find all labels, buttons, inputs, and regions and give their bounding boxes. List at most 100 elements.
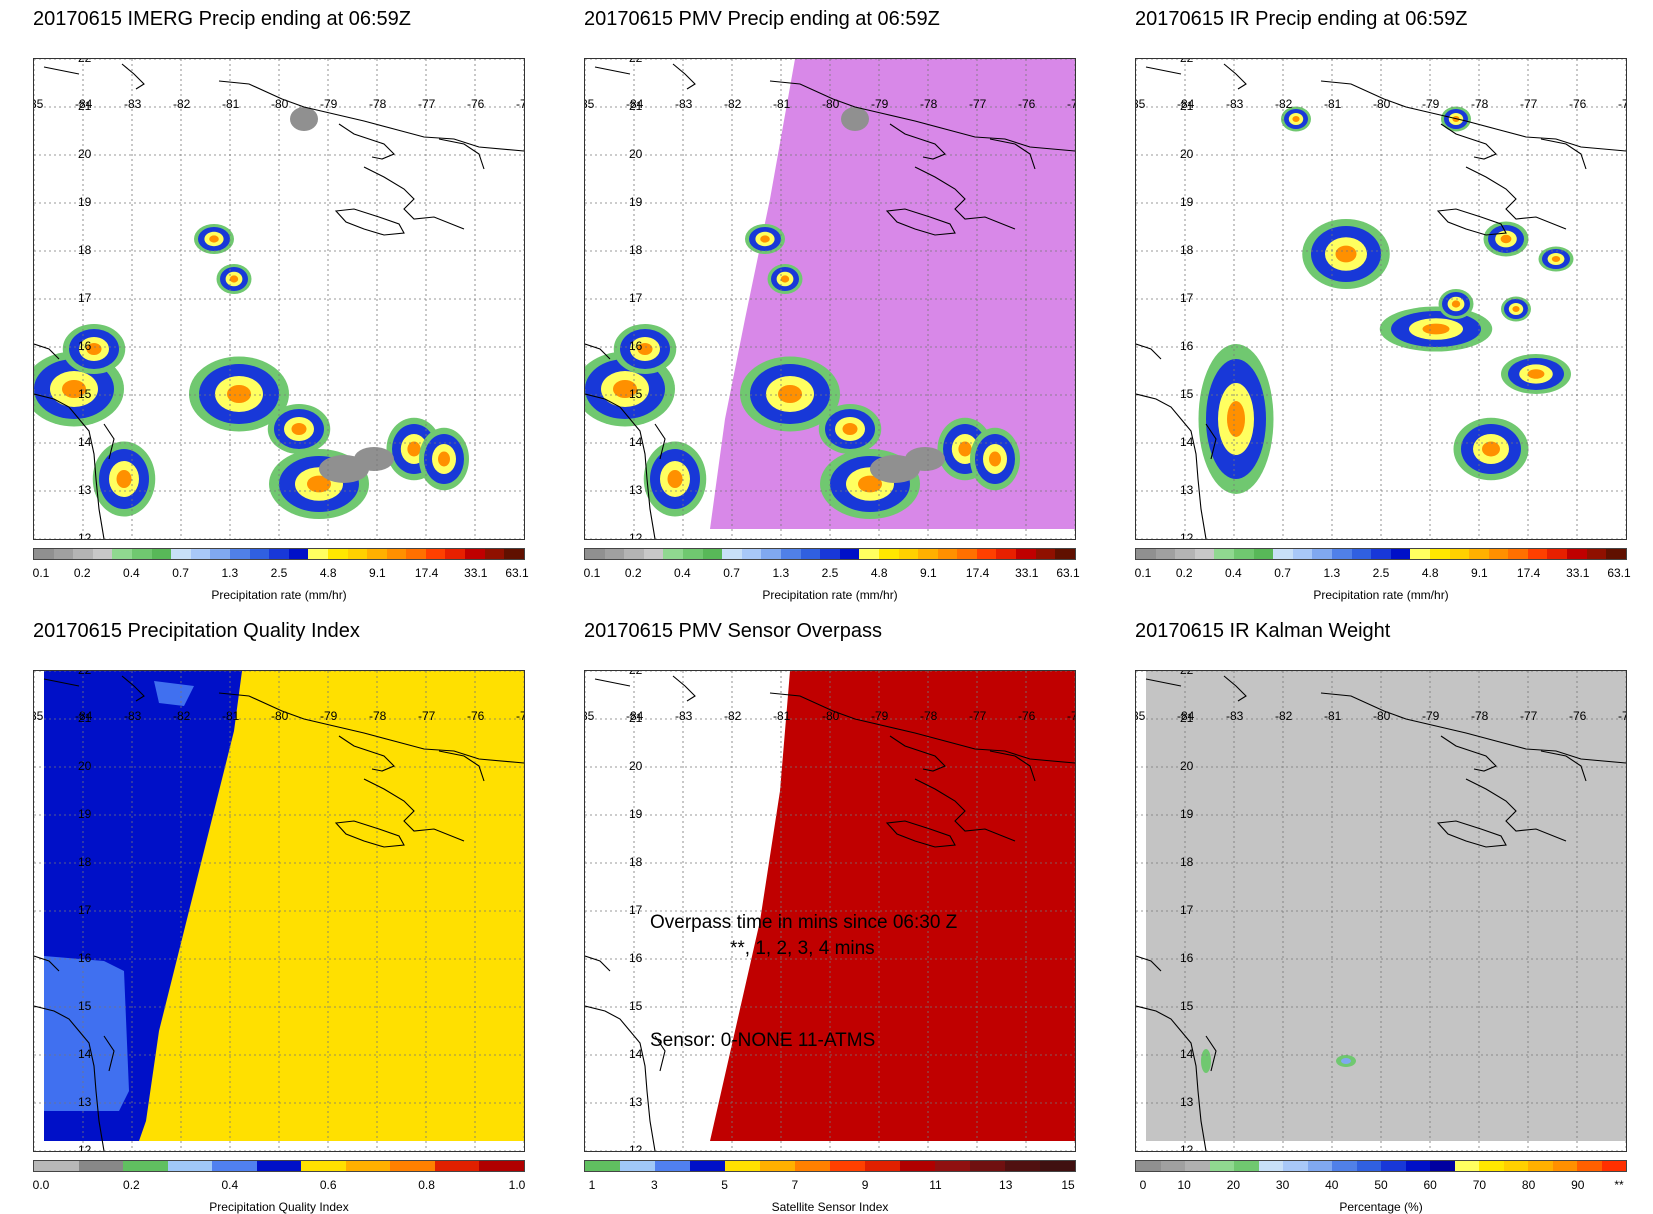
colorbar-swatch xyxy=(722,549,742,559)
colorbar-swatch xyxy=(1136,549,1156,559)
colorbar-tick: 0.2 xyxy=(73,566,91,580)
colorbar-swatch xyxy=(1332,1161,1357,1171)
colorbar-swatch xyxy=(624,549,644,559)
colorbar-swatch xyxy=(327,549,348,559)
colorbar-tick: 63.1 xyxy=(505,566,529,580)
lat-label: 20 xyxy=(78,759,92,773)
colorbar-tick: 0.1 xyxy=(32,566,50,580)
colorbar-swatch xyxy=(347,549,368,559)
colorbar-swatch xyxy=(585,549,605,559)
lat-label: 18 xyxy=(1180,243,1194,257)
colorbar-swatch xyxy=(604,549,625,559)
colorbar-swatch xyxy=(663,549,683,559)
colorbar-swatch xyxy=(918,549,938,559)
panel-imerg-precip: 20170615 IMERG Precip ending at 06:59Z -… xyxy=(32,0,553,602)
lon-label: -79 xyxy=(1422,709,1440,723)
colorbar-tick: 0.4 xyxy=(674,566,691,580)
colorbar-swatch xyxy=(34,1161,79,1171)
colorbar-tick: 0 xyxy=(1139,1178,1147,1192)
lon-label: -79 xyxy=(871,97,889,111)
colorbar-swatch xyxy=(1136,1161,1161,1171)
colorbar-swatch xyxy=(1273,549,1293,559)
colorbar-swatch xyxy=(1155,549,1176,559)
lat-label: 15 xyxy=(629,999,643,1013)
lon-label: -80 xyxy=(1373,709,1391,723)
colorbar-swatch xyxy=(1312,549,1332,559)
panel-ir-precip: 20170615 IR Precip ending at 06:59Z -85-… xyxy=(1134,0,1653,602)
colorbar-swatch xyxy=(1528,1161,1553,1171)
lat-label: 19 xyxy=(629,807,643,821)
colorbar-tick: 33.1 xyxy=(464,566,488,580)
colorbar-swatch xyxy=(1307,1161,1332,1171)
colorbar-swatch xyxy=(406,549,426,559)
colorbar-swatch xyxy=(761,549,781,559)
map-area: -85 -84 -83 -82 -81 -80 -79 -78 -77 -76 -75 22 21 20 1… xyxy=(584,670,1076,1152)
lon-label: -78 xyxy=(369,97,387,111)
lat-label: 17 xyxy=(629,291,643,305)
colorbar-tick: 1.0 xyxy=(508,1178,526,1192)
colorbar-label: Satellite Sensor Index xyxy=(771,1200,889,1214)
colorbar-swatch xyxy=(1606,549,1626,559)
colorbar-tick: 11 xyxy=(929,1178,942,1192)
map-canvas xyxy=(34,59,524,539)
colorbar-swatch xyxy=(288,549,309,559)
lon-label: -75 xyxy=(1618,709,1626,723)
colorbar-swatch xyxy=(256,1161,302,1171)
colorbar-swatch xyxy=(585,1161,620,1171)
colorbar-tick: 90 xyxy=(1571,1178,1585,1192)
colorbar-swatch xyxy=(1160,1161,1185,1171)
lon-label: -85 xyxy=(585,97,595,111)
lon-label: -77 xyxy=(418,709,436,723)
lon-label: -82 xyxy=(1275,97,1293,111)
map-canvas xyxy=(585,59,1075,539)
colorbar-swatch xyxy=(1351,549,1372,559)
lon-label: -84 xyxy=(626,97,644,111)
lat-label: 14 xyxy=(1180,435,1194,449)
panel-title: 20170615 IR Precip ending at 06:59Z xyxy=(1135,8,1468,30)
colorbar-swatch xyxy=(1040,1161,1075,1171)
lat-label: 22 xyxy=(1180,58,1194,65)
colorbar-swatch xyxy=(1055,549,1075,559)
lon-label: -75 xyxy=(1618,97,1626,111)
colorbar-tick: 0.4 xyxy=(123,566,140,580)
lon-label: -80 xyxy=(822,97,840,111)
colorbar-swatch xyxy=(1430,1161,1455,1171)
lat-label: 13 xyxy=(629,1095,643,1109)
colorbar-tick: 3 xyxy=(650,1178,658,1192)
lat-label: 16 xyxy=(1180,339,1194,353)
colorbar-swatch xyxy=(131,549,152,559)
colorbar-swatch xyxy=(859,549,879,559)
lat-label: 15 xyxy=(1180,999,1194,1013)
lon-label: -80 xyxy=(1373,97,1391,111)
lon-label: -85 xyxy=(34,97,44,111)
colorbar-swatch xyxy=(445,549,466,559)
lat-label: 14 xyxy=(629,1047,643,1061)
lat-label: 17 xyxy=(629,903,643,917)
colorbar-tick: 0.1 xyxy=(1134,566,1152,580)
colorbar-swatch xyxy=(212,1161,257,1171)
colorbar-swatch xyxy=(1175,549,1195,559)
lat-label: 19 xyxy=(78,195,92,209)
lat-label: 13 xyxy=(629,483,643,497)
lon-label: -83 xyxy=(124,709,142,723)
colorbar-tick: 70 xyxy=(1472,1178,1487,1192)
lon-label: -84 xyxy=(75,709,93,723)
lat-label: 22 xyxy=(78,58,92,65)
lon-label: -77 xyxy=(969,709,987,723)
lat-label: 20 xyxy=(78,147,92,161)
colorbar-swatch xyxy=(1005,1161,1040,1171)
colorbar-tick: 4.8 xyxy=(1421,566,1439,580)
colorbar-swatch xyxy=(795,1161,830,1171)
lat-label: 17 xyxy=(1180,903,1194,917)
lat-label: 15 xyxy=(629,387,643,401)
lon-label: -81 xyxy=(773,709,791,723)
colorbar-swatch xyxy=(865,1161,900,1171)
lon-label: -84 xyxy=(626,709,644,723)
lat-label: 12 xyxy=(78,531,92,540)
lon-label: -82 xyxy=(724,709,742,723)
colorbar-swatch xyxy=(390,1161,435,1171)
colorbar-swatch xyxy=(1547,549,1568,559)
colorbar-tick: 13 xyxy=(999,1178,1013,1192)
lat-label: 12 xyxy=(1180,1143,1194,1152)
lat-label: 15 xyxy=(78,999,92,1013)
